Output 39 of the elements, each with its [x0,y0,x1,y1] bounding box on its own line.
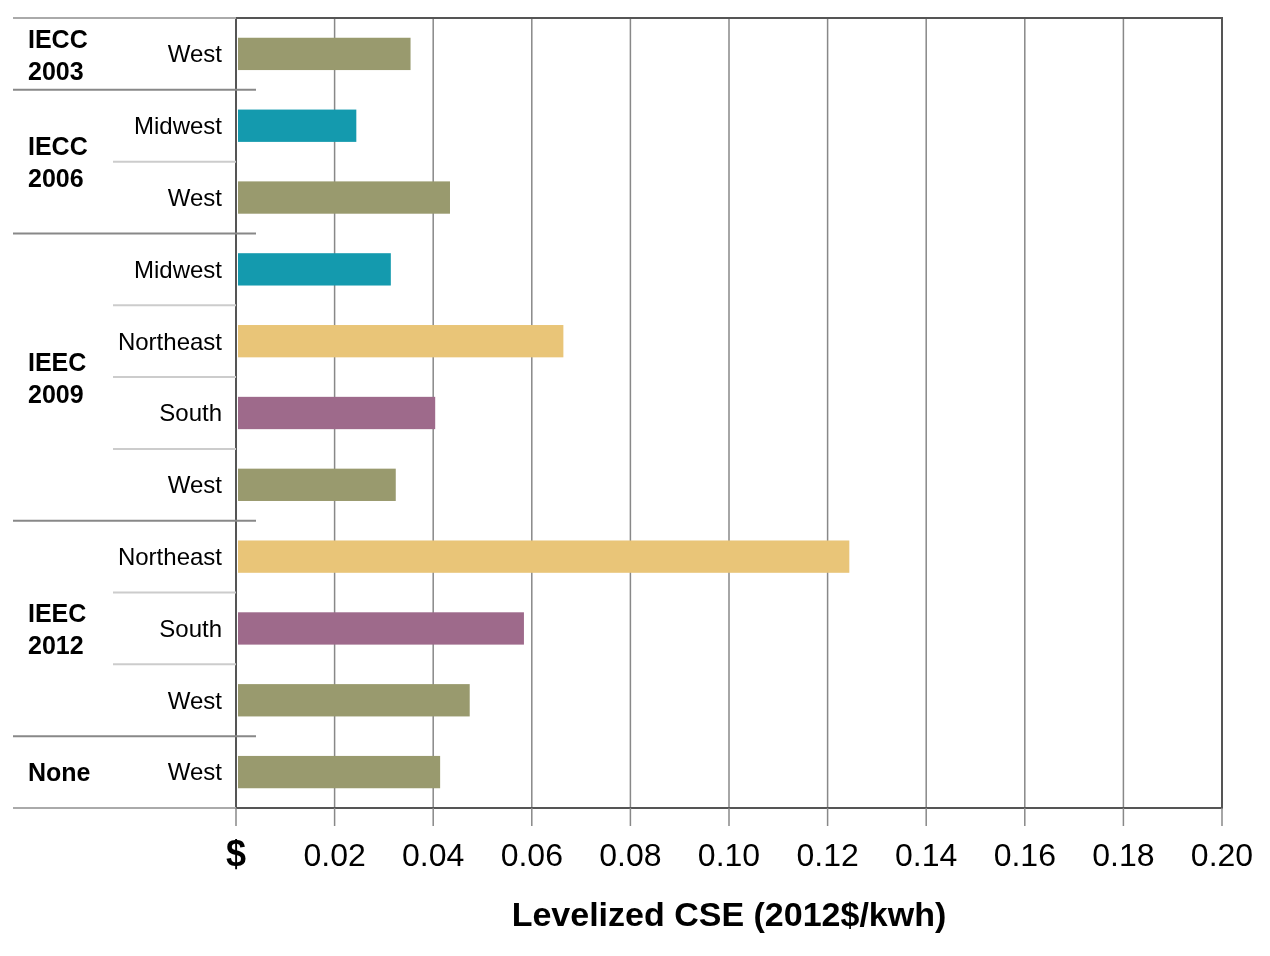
bar [238,755,441,789]
y-tick-label: South [159,614,222,642]
y-tick-label: West [167,758,223,786]
bar [238,396,436,430]
bar [238,109,357,142]
x-tick-label: 0.20 [1190,837,1254,873]
bar [238,253,391,286]
y-tick-label: Northeast [117,543,223,571]
bar [238,612,524,645]
y-tick-label: West [167,183,223,211]
y-tick-label: Midwest [133,112,223,140]
x-tick-label: 0.14 [895,837,958,873]
text: IECC 2003 [28,24,88,85]
y-tick-label: South [159,399,222,427]
y-tick-label: Midwest [133,255,223,283]
y-tick-label: Northeast [117,327,223,355]
x-tick-label: 0.12 [796,837,859,873]
bar [238,37,411,71]
x-tick-label: $ [225,833,247,874]
text: IEEC 2012 [28,599,87,660]
bar [238,540,850,573]
y-tick-label: West [167,686,223,714]
x-tick-label: 0.06 [500,837,563,873]
x-tick-label: 0.10 [697,837,761,873]
bar [238,468,396,501]
text: IEEC 2009 [28,347,87,408]
x-tick-label: 0.16 [993,837,1056,873]
bar [238,684,470,717]
x-tick-label: 0.02 [303,837,366,873]
y-tick-label: West [167,40,223,68]
y-tick-label: West [167,471,223,499]
x-tick-label: 0.04 [402,837,465,873]
x-axis-title: Levelized CSE (2012$/kwh) [511,895,947,933]
bar [238,181,450,214]
x-tick-label: 0.08 [599,837,662,873]
text: None [28,757,91,786]
x-tick-label: 0.18 [1092,837,1155,873]
text: IECC 2006 [28,132,88,193]
bar [238,325,564,358]
